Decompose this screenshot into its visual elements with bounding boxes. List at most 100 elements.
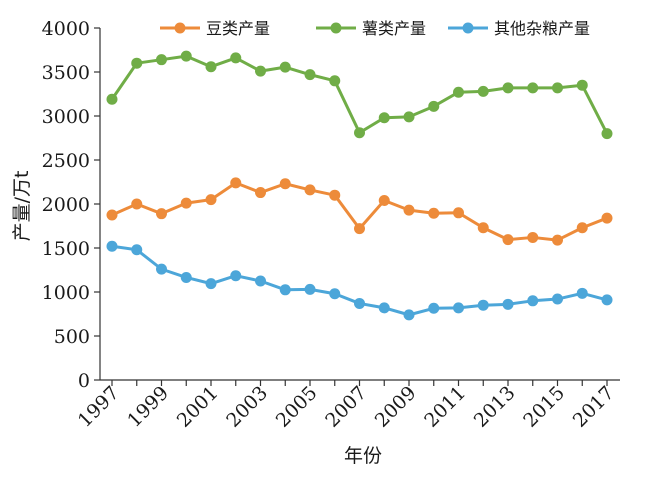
data-point bbox=[378, 194, 390, 206]
data-point bbox=[378, 302, 390, 314]
legend-label: 薯类产量 bbox=[362, 19, 426, 38]
data-point bbox=[354, 297, 365, 309]
data-point bbox=[552, 293, 563, 305]
x-tick-label: 2011 bbox=[420, 382, 470, 432]
legend-marker bbox=[462, 22, 474, 34]
data-point bbox=[403, 309, 415, 321]
data-point bbox=[329, 189, 341, 201]
x-tick-label: 1999 bbox=[123, 382, 173, 432]
data-point bbox=[180, 271, 192, 283]
data-point bbox=[576, 222, 588, 234]
data-point bbox=[180, 197, 192, 209]
data-point bbox=[428, 302, 440, 314]
data-point bbox=[156, 54, 167, 66]
data-point bbox=[329, 288, 341, 300]
data-point bbox=[477, 299, 489, 311]
data-point bbox=[279, 284, 291, 296]
data-point bbox=[527, 295, 539, 307]
data-point bbox=[502, 82, 514, 94]
y-tick-label: 0 bbox=[78, 370, 90, 392]
legend-item: 薯类产量 bbox=[316, 19, 426, 38]
data-point bbox=[205, 278, 217, 290]
y-tick-label: 1500 bbox=[42, 238, 90, 260]
series-1 bbox=[106, 50, 613, 140]
x-tick-label: 2005 bbox=[272, 382, 322, 432]
x-tick-label: 2013 bbox=[470, 382, 520, 432]
legend-marker bbox=[330, 22, 342, 34]
y-tick-label: 500 bbox=[54, 326, 90, 348]
data-point bbox=[106, 93, 118, 105]
y-tick-label: 4000 bbox=[42, 18, 90, 40]
data-point bbox=[453, 207, 464, 219]
data-point bbox=[601, 128, 613, 140]
data-point bbox=[230, 177, 242, 189]
data-point bbox=[279, 61, 291, 73]
data-point bbox=[131, 57, 143, 69]
series-0 bbox=[106, 177, 613, 246]
x-tick-label: 2001 bbox=[173, 382, 223, 432]
data-point bbox=[576, 287, 588, 299]
x-tick-label: 2003 bbox=[222, 382, 272, 432]
data-point bbox=[304, 184, 316, 196]
y-tick-label: 3500 bbox=[42, 62, 90, 84]
x-axis-title: 年份 bbox=[344, 445, 382, 467]
data-point bbox=[403, 111, 415, 123]
data-point bbox=[453, 86, 464, 98]
y-tick-label: 2500 bbox=[42, 150, 90, 172]
y-tick-label: 1000 bbox=[42, 282, 90, 304]
data-point bbox=[354, 127, 365, 139]
data-point bbox=[354, 223, 365, 235]
data-point bbox=[601, 212, 613, 224]
data-point bbox=[527, 82, 539, 94]
data-point bbox=[502, 298, 514, 310]
data-point bbox=[205, 194, 217, 206]
data-point bbox=[552, 82, 563, 94]
data-point bbox=[255, 187, 266, 199]
data-point bbox=[156, 208, 167, 220]
series-layer bbox=[106, 50, 613, 321]
series-line bbox=[110, 54, 609, 135]
data-point bbox=[329, 75, 341, 87]
legend-item: 其他杂粮产量 bbox=[448, 19, 590, 38]
axes bbox=[99, 28, 620, 381]
x-tick-label: 2007 bbox=[321, 382, 371, 432]
data-point bbox=[576, 79, 588, 91]
data-point bbox=[230, 52, 242, 64]
x-tick-label: 2015 bbox=[519, 382, 569, 432]
x-ticks: 1997 1999 2001 2003 2005 2007 2009 2011 2013 2015… bbox=[74, 380, 619, 432]
data-point bbox=[279, 178, 291, 190]
y-ticks: 0 500 1000 1500 2000 2500 3000 3500 4000 bbox=[42, 18, 100, 392]
data-point bbox=[378, 112, 390, 124]
data-point bbox=[428, 100, 440, 112]
data-point bbox=[205, 61, 217, 73]
data-point bbox=[131, 198, 143, 210]
data-point bbox=[601, 294, 613, 306]
legend-label: 其他杂粮产量 bbox=[494, 19, 590, 38]
data-point bbox=[131, 244, 143, 256]
y-tick-label: 3000 bbox=[42, 106, 90, 128]
data-point bbox=[106, 209, 118, 221]
data-point bbox=[502, 234, 514, 246]
data-point bbox=[255, 275, 266, 287]
data-point bbox=[403, 204, 415, 216]
data-point bbox=[304, 69, 316, 81]
data-point bbox=[527, 231, 539, 243]
data-point bbox=[428, 207, 440, 219]
data-point bbox=[255, 65, 266, 77]
data-point bbox=[304, 283, 316, 295]
data-point bbox=[477, 222, 489, 234]
legend: 豆类产量 薯类产量 其他杂粮产量 bbox=[160, 19, 590, 38]
y-tick-label: 2000 bbox=[42, 194, 90, 216]
legend-label: 豆类产量 bbox=[206, 19, 270, 38]
data-point bbox=[180, 50, 192, 62]
data-point bbox=[453, 302, 464, 314]
data-point bbox=[106, 240, 118, 252]
legend-marker bbox=[174, 22, 186, 34]
data-point bbox=[156, 263, 167, 275]
data-point bbox=[552, 234, 563, 246]
data-point bbox=[477, 85, 489, 97]
series-2 bbox=[106, 240, 613, 321]
legend-item: 豆类产量 bbox=[160, 19, 270, 38]
x-tick-label: 2017 bbox=[569, 382, 619, 432]
